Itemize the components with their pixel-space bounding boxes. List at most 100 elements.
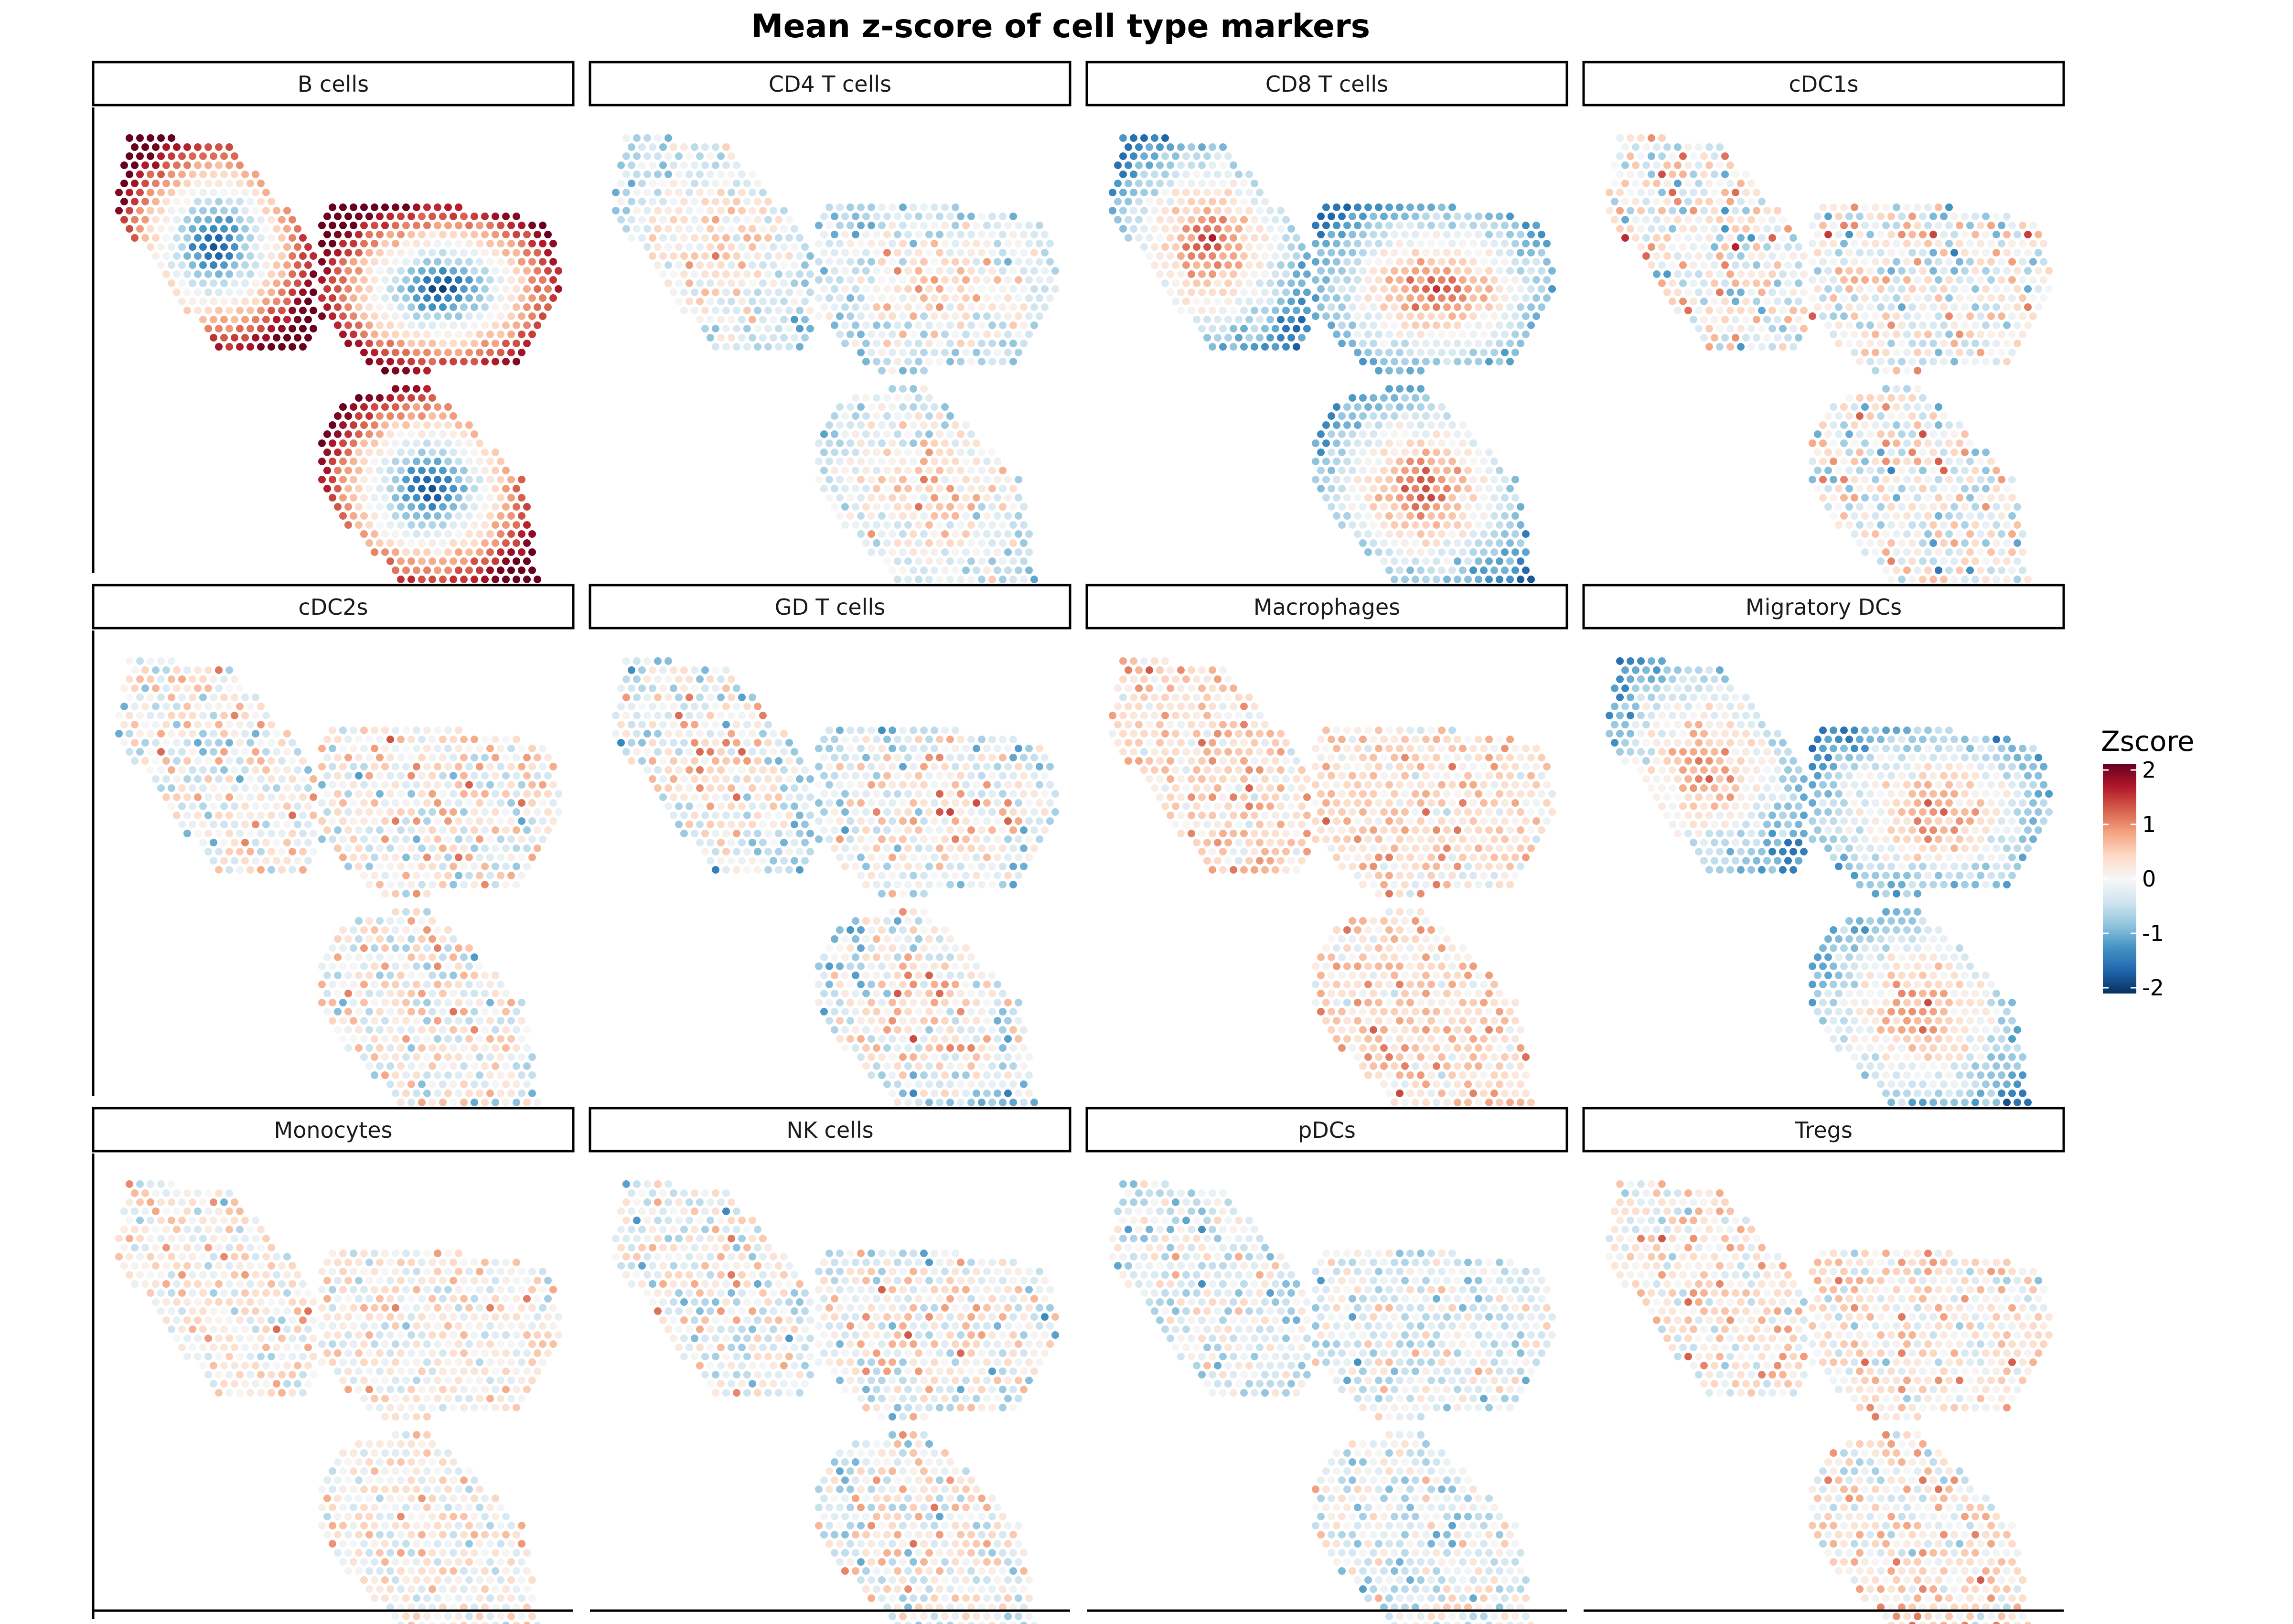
spot <box>1861 276 1869 284</box>
spot <box>1866 412 1874 420</box>
spot <box>131 757 139 765</box>
spot <box>957 213 964 220</box>
spot <box>1914 258 1921 266</box>
spot <box>1726 270 1734 278</box>
spot <box>2019 240 2026 247</box>
spot <box>1343 240 1351 247</box>
spot <box>1840 512 1848 520</box>
spot <box>1866 503 1874 511</box>
spot <box>131 161 139 169</box>
spot <box>1830 258 1837 266</box>
spot <box>862 449 870 456</box>
spot <box>152 234 160 242</box>
spot <box>2045 267 2053 275</box>
spot <box>429 576 436 583</box>
spot <box>502 990 510 997</box>
spot <box>1800 252 1808 260</box>
spot <box>1182 261 1190 269</box>
spot <box>1532 276 1540 284</box>
spot <box>225 198 233 205</box>
spot <box>1977 458 1984 465</box>
spot <box>344 231 352 238</box>
spot <box>397 881 405 888</box>
spot <box>1328 231 1335 238</box>
spot <box>852 430 859 438</box>
spot <box>1333 294 1340 302</box>
spot <box>1977 331 1984 338</box>
spot <box>1940 358 1948 365</box>
spot <box>1448 530 1456 538</box>
spot <box>418 358 426 365</box>
spot <box>215 866 223 874</box>
spot <box>1282 270 1290 278</box>
spot <box>1312 312 1319 320</box>
spot <box>1903 548 1911 556</box>
spot <box>323 790 331 798</box>
spot <box>1987 476 1995 483</box>
spot <box>994 349 1001 356</box>
spot <box>323 772 331 780</box>
spot <box>1856 231 1864 238</box>
spot <box>1240 252 1248 260</box>
spot <box>1417 439 1425 447</box>
spot <box>967 576 975 583</box>
spot <box>1903 421 1911 429</box>
spot <box>1354 476 1361 483</box>
spot <box>1272 270 1279 278</box>
spot <box>920 403 928 411</box>
spot <box>1972 213 1979 220</box>
facet-strip <box>589 61 1071 107</box>
spot <box>455 999 462 1006</box>
spot <box>1893 566 1900 574</box>
spot <box>376 863 384 870</box>
spot <box>1950 430 1958 438</box>
spot <box>183 307 191 314</box>
spot <box>444 962 452 970</box>
spot <box>189 730 196 737</box>
spot <box>973 349 980 356</box>
spot <box>1480 494 1488 502</box>
spot <box>894 249 901 256</box>
spot <box>1354 458 1361 465</box>
spot <box>1130 225 1137 233</box>
spot <box>1406 312 1414 320</box>
spot <box>268 830 275 837</box>
spot <box>225 180 233 187</box>
spot <box>460 754 468 761</box>
spot <box>397 826 405 834</box>
spot <box>1637 243 1645 251</box>
spot <box>360 944 368 952</box>
spot <box>1663 198 1671 205</box>
spot <box>402 835 410 843</box>
spot <box>1758 270 1766 278</box>
spot <box>1266 334 1274 342</box>
spot <box>889 203 896 211</box>
spot <box>1030 267 1038 275</box>
spot <box>759 298 767 305</box>
spot <box>1872 203 1879 211</box>
spot <box>878 312 886 320</box>
spot <box>1009 485 1017 492</box>
spot <box>523 503 531 511</box>
spot <box>215 775 223 783</box>
spot <box>643 171 651 178</box>
spot <box>1851 222 1858 229</box>
spot <box>450 213 457 220</box>
spot <box>1475 340 1482 347</box>
spot <box>471 826 478 834</box>
spot <box>994 294 1001 302</box>
spot <box>1490 548 1498 556</box>
spot <box>439 449 447 456</box>
spot <box>236 270 244 278</box>
spot <box>1961 467 1969 474</box>
spot <box>1438 276 1446 284</box>
spot <box>1935 548 1942 556</box>
spot <box>549 258 557 266</box>
spot <box>481 736 489 743</box>
spot <box>1317 467 1325 474</box>
spot <box>1464 231 1472 238</box>
spot <box>413 421 420 429</box>
spot <box>815 476 823 483</box>
facet-spots <box>1109 134 1556 592</box>
spot <box>1726 216 1734 224</box>
